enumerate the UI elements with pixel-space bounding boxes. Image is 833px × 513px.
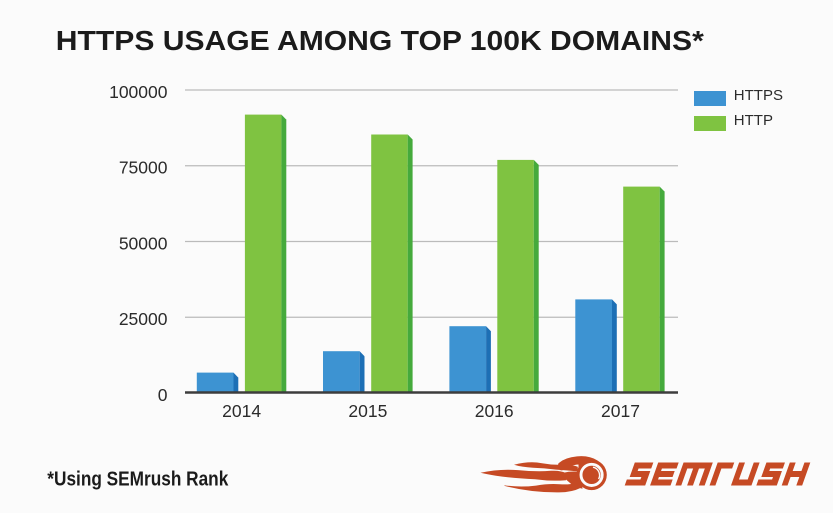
svg-text:HTTP: HTTP bbox=[734, 112, 773, 129]
svg-text:*Using SEMrush Rank: *Using SEMrush Rank bbox=[47, 469, 229, 491]
svg-text:0: 0 bbox=[158, 385, 168, 405]
svg-text:HTTPS: HTTPS bbox=[734, 87, 783, 104]
svg-text:25000: 25000 bbox=[119, 309, 168, 329]
svg-text:2015: 2015 bbox=[348, 401, 387, 421]
svg-text:2017: 2017 bbox=[601, 401, 640, 421]
svg-text:100000: 100000 bbox=[109, 82, 168, 102]
svg-text:2016: 2016 bbox=[475, 401, 514, 421]
svg-text:2014: 2014 bbox=[222, 401, 261, 421]
svg-text:HTTPS USAGE AMONG TOP 100K DOM: HTTPS USAGE AMONG TOP 100K DOMAINS* bbox=[56, 25, 704, 56]
svg-text:50000: 50000 bbox=[119, 233, 168, 253]
svg-text:75000: 75000 bbox=[119, 158, 168, 178]
